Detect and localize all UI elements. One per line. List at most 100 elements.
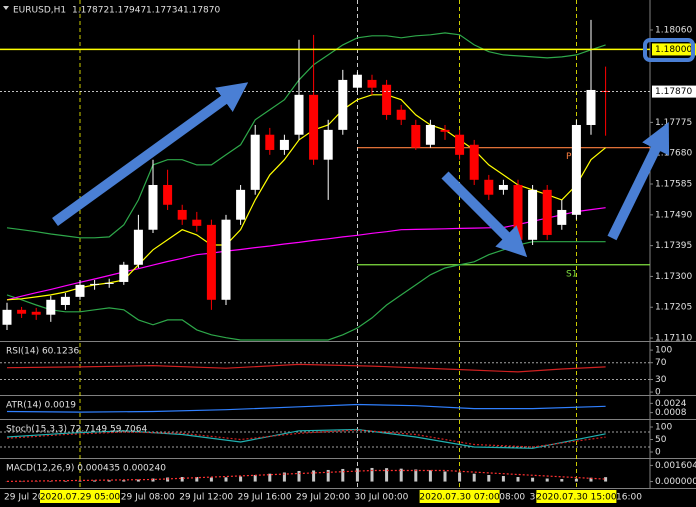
x-highlight-box bbox=[40, 490, 120, 503]
pivot-label: S1 bbox=[566, 269, 577, 279]
x-tick-label: 29 Jul 2020 bbox=[4, 493, 55, 503]
candle-body bbox=[571, 124, 581, 215]
candle-body bbox=[455, 134, 465, 155]
y-tick-label: 1.17300 bbox=[655, 272, 692, 282]
candle-body bbox=[90, 283, 100, 285]
candle-body bbox=[2, 309, 12, 325]
histogram-bar bbox=[560, 479, 564, 482]
y-tick-label: 1.17585 bbox=[655, 180, 692, 190]
candle-body bbox=[557, 209, 567, 225]
y-tick-label: 0 bbox=[655, 448, 661, 458]
histogram-bar bbox=[487, 475, 491, 482]
candle-body bbox=[382, 84, 392, 115]
histogram-bar bbox=[268, 473, 272, 482]
y-tick-label: 1.17205 bbox=[655, 303, 692, 313]
ohlc-value: 1.17734 bbox=[146, 6, 183, 16]
histogram-bar bbox=[472, 473, 476, 482]
y-tick-label: 30 bbox=[655, 375, 667, 385]
histogram-bar bbox=[224, 477, 228, 482]
histogram-bar bbox=[443, 471, 447, 482]
indicator-title: ATR(14) 0.0019 bbox=[6, 401, 76, 411]
price-label-box bbox=[652, 43, 696, 56]
y-tick-label: 0.000000 bbox=[655, 477, 696, 487]
x-tick-label: 29 Jul 16:00 bbox=[238, 493, 292, 503]
histogram-bar bbox=[326, 469, 330, 482]
indicator-line bbox=[6, 469, 606, 482]
indicator-line bbox=[6, 32, 606, 239]
y-tick-label: 0.0008 bbox=[655, 408, 687, 418]
y-tick-label: 1.18060 bbox=[655, 25, 692, 35]
trend-arrow bbox=[441, 171, 528, 258]
x-highlight-box bbox=[419, 490, 500, 503]
x-tick-label: 29 Jul 20:00 bbox=[296, 493, 350, 503]
indicator-line bbox=[6, 363, 606, 373]
ohlc-value: 1.17947 bbox=[109, 6, 146, 16]
histogram-bar bbox=[516, 477, 520, 482]
candle-body bbox=[367, 79, 377, 88]
histogram-bar bbox=[355, 468, 359, 482]
histogram-bar bbox=[370, 467, 374, 482]
pivot-label: PP bbox=[566, 152, 577, 162]
y-tick-label: 50 bbox=[655, 435, 667, 445]
histogram-bar bbox=[458, 472, 462, 482]
price-label: 1.17870 bbox=[655, 87, 692, 97]
candle-body bbox=[542, 189, 552, 235]
histogram-bar bbox=[428, 470, 432, 482]
candle-body bbox=[279, 139, 289, 150]
histogram-bar bbox=[297, 470, 301, 482]
histogram-bar bbox=[151, 478, 155, 482]
x-tick-label: 29 Jul 08:00 bbox=[121, 493, 175, 503]
histogram-bar bbox=[180, 477, 184, 482]
x-highlight-label: 2020.07.29 05:00 bbox=[40, 493, 121, 503]
histogram-bar bbox=[195, 477, 199, 482]
candle-body bbox=[440, 129, 450, 132]
candle-body bbox=[513, 184, 523, 240]
histogram-bar bbox=[78, 480, 82, 482]
x-tick-label: 30 Jul 00:00 bbox=[354, 493, 408, 503]
histogram-bar bbox=[209, 477, 213, 482]
candle-body bbox=[294, 94, 304, 135]
histogram-bar bbox=[312, 470, 316, 482]
y-tick-label: 1.17680 bbox=[655, 149, 692, 159]
candle-body bbox=[250, 134, 260, 190]
candle-body bbox=[163, 184, 173, 205]
chart-title: EURUSD,H1 bbox=[13, 6, 66, 16]
histogram-bar bbox=[136, 479, 140, 482]
indicator-line bbox=[6, 429, 606, 448]
histogram-bar bbox=[531, 477, 535, 482]
indicator-title: MACD(12,26,9) 0.000435 0.000240 bbox=[6, 464, 166, 474]
annotations bbox=[3, 6, 695, 258]
highlight-box bbox=[643, 38, 695, 62]
candle-body bbox=[177, 209, 187, 220]
indicator-line bbox=[6, 403, 606, 413]
candle-body bbox=[469, 144, 479, 180]
candle-body bbox=[133, 229, 143, 265]
y-tick-label: 1.17395 bbox=[655, 241, 692, 251]
candle-body bbox=[323, 129, 333, 160]
y-tick-label: 0 bbox=[655, 388, 661, 398]
histogram-bar bbox=[341, 468, 345, 482]
histogram-bar bbox=[589, 477, 593, 482]
candle-body bbox=[586, 89, 596, 125]
y-tick-label: 1.17490 bbox=[655, 210, 692, 220]
histogram-bar bbox=[93, 480, 97, 482]
price-label: 1.18000 bbox=[655, 45, 692, 55]
candle-body bbox=[528, 189, 538, 240]
y-tick-label: 0.001604 bbox=[655, 461, 696, 471]
candle-body bbox=[338, 79, 348, 130]
histogram-bar bbox=[501, 476, 505, 482]
candle-body bbox=[46, 299, 56, 315]
menu-arrow[interactable] bbox=[3, 6, 9, 10]
candle-body bbox=[484, 179, 494, 195]
x-highlight-label: 2020.07.30 07:00 bbox=[419, 493, 500, 503]
candle-body bbox=[352, 74, 362, 88]
histogram-bar bbox=[399, 468, 403, 482]
y-tick-label: 1.17775 bbox=[655, 118, 692, 128]
histogram-bar bbox=[574, 478, 578, 482]
candle-body bbox=[75, 284, 85, 297]
histogram-bar bbox=[282, 472, 286, 482]
candle-body bbox=[411, 124, 421, 148]
candle-body bbox=[221, 219, 231, 300]
